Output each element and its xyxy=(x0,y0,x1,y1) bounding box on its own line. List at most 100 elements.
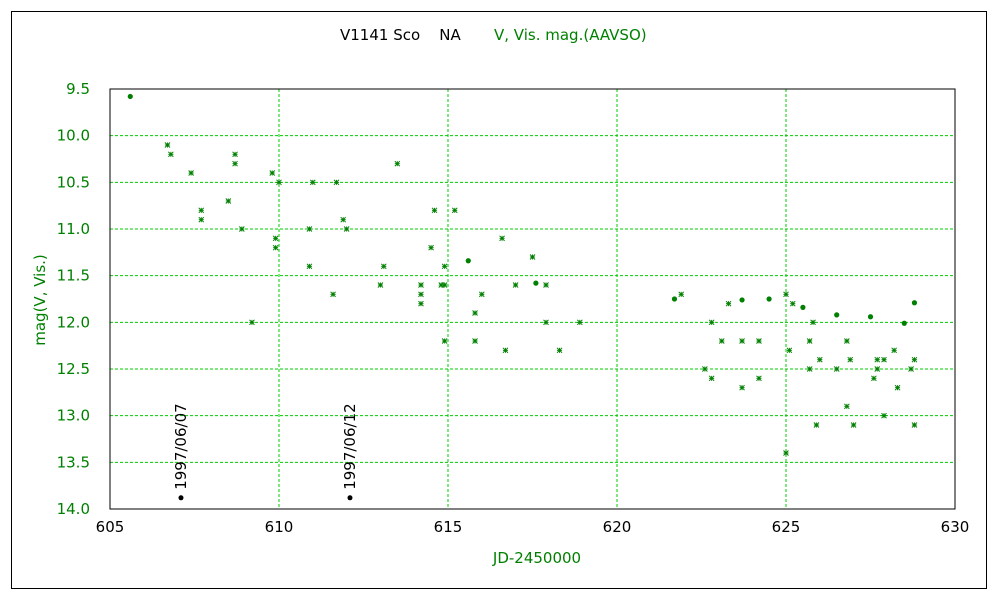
vis-point xyxy=(272,244,279,251)
vis-point-stroke xyxy=(850,422,857,428)
vis-point-stroke xyxy=(833,366,840,372)
vis-point xyxy=(874,366,881,372)
vis-point-stroke xyxy=(441,282,448,288)
vis-point-stroke xyxy=(472,338,478,344)
vis-point xyxy=(911,356,918,363)
vis-point xyxy=(678,291,685,298)
y-tick-label: 12.5 xyxy=(57,360,90,378)
vis-point-stroke xyxy=(431,207,438,214)
vis-point xyxy=(428,244,434,251)
vis-point-stroke xyxy=(198,207,205,214)
vis-point-stroke xyxy=(708,319,715,326)
y-tick-label: 14.0 xyxy=(57,500,90,518)
vis-point-stroke xyxy=(718,338,725,344)
annotation-marker xyxy=(347,495,353,501)
v-point xyxy=(766,296,772,302)
vis-point-stroke xyxy=(874,366,881,372)
vis-point xyxy=(702,366,708,372)
vis-point xyxy=(881,412,887,419)
vis-point-stroke xyxy=(908,366,914,372)
vis-point-stroke xyxy=(249,319,255,326)
vis-point-stroke xyxy=(276,179,282,186)
vis-point xyxy=(418,291,424,298)
vis-point-stroke xyxy=(343,226,350,232)
vis-point-stroke xyxy=(164,142,171,148)
vis-point xyxy=(167,151,174,158)
vis-point xyxy=(708,319,715,326)
vis-point xyxy=(164,142,171,148)
v-point xyxy=(800,304,806,310)
vis-point-stroke xyxy=(269,170,276,176)
vis-point xyxy=(843,403,850,410)
vis-point xyxy=(188,170,194,176)
vis-point xyxy=(891,347,898,354)
vis-point xyxy=(739,338,745,344)
vis-point xyxy=(272,235,279,242)
vis-point-stroke xyxy=(529,254,536,260)
vis-point xyxy=(499,235,505,242)
vis-point-stroke xyxy=(478,291,485,298)
vis-point xyxy=(340,216,347,223)
vis-point xyxy=(249,319,255,326)
annotation-label: 1997/06/07 xyxy=(172,403,190,489)
vis-point-stroke xyxy=(418,291,424,298)
vis-point-stroke xyxy=(232,151,238,158)
vis-point-stroke xyxy=(702,366,708,372)
vis-point-stroke xyxy=(874,356,881,363)
v-point xyxy=(127,93,133,100)
vis-point-stroke xyxy=(472,310,478,316)
vis-point xyxy=(725,300,732,307)
vis-point-stroke xyxy=(499,235,505,242)
vis-point xyxy=(556,347,563,354)
vis-point xyxy=(380,263,387,270)
vis-point xyxy=(512,282,519,288)
vis-point xyxy=(225,198,232,204)
vis-point xyxy=(806,366,813,372)
v-point xyxy=(465,258,471,264)
vis-point-stroke xyxy=(543,282,549,288)
x-tick-labels: 605 610 615 620 625 630 xyxy=(96,518,970,536)
x-tick-label: 630 xyxy=(941,518,970,536)
x-tick-label: 625 xyxy=(772,518,801,536)
vis-point-stroke xyxy=(306,263,313,270)
vis-point xyxy=(708,375,715,382)
y-tick-labels: 9.5 10.0 10.5 11.0 11.5 12.0 12.5 13.0 13.5 14.0 xyxy=(57,80,90,518)
vis-point xyxy=(543,282,549,288)
vis-point xyxy=(472,310,478,316)
x-axis-label: JD-2450000 xyxy=(492,549,581,567)
vis-point xyxy=(232,160,238,167)
vis-point xyxy=(418,300,424,307)
vis-point-stroke xyxy=(739,384,745,391)
vis-point xyxy=(881,356,887,363)
y-tick-label: 12.0 xyxy=(57,313,90,331)
vis-point xyxy=(847,356,854,363)
vis-point-stroke xyxy=(418,282,424,288)
vis-point-stroke xyxy=(881,356,887,363)
vis-point xyxy=(871,375,877,382)
vis-point xyxy=(306,226,313,232)
vis-point xyxy=(756,375,762,382)
vis-point-stroke xyxy=(756,375,762,382)
vis-point-stroke xyxy=(441,263,448,270)
y-axis-label: mag(V, Vis.) xyxy=(31,254,49,346)
vis-point-stroke xyxy=(512,282,519,288)
vis-point-stroke xyxy=(377,282,384,288)
vis-point-stroke xyxy=(309,179,316,186)
vis-point xyxy=(850,422,857,428)
x-tick-label: 620 xyxy=(603,518,632,536)
vis-point-stroke xyxy=(894,384,901,391)
vis-point xyxy=(833,366,840,372)
y-tick-label: 11.0 xyxy=(57,220,90,238)
y-tick-label: 13.5 xyxy=(57,453,90,471)
vis-point-stroke xyxy=(816,356,823,363)
vis-point-stroke xyxy=(806,366,813,372)
vis-point xyxy=(816,356,823,363)
vis-point-stroke xyxy=(810,319,816,326)
v-point xyxy=(867,314,874,320)
vis-point xyxy=(451,207,458,214)
vis-point xyxy=(806,338,813,344)
vis-point xyxy=(343,226,350,232)
vis-point-stroke xyxy=(725,300,732,307)
v-point xyxy=(739,297,745,303)
